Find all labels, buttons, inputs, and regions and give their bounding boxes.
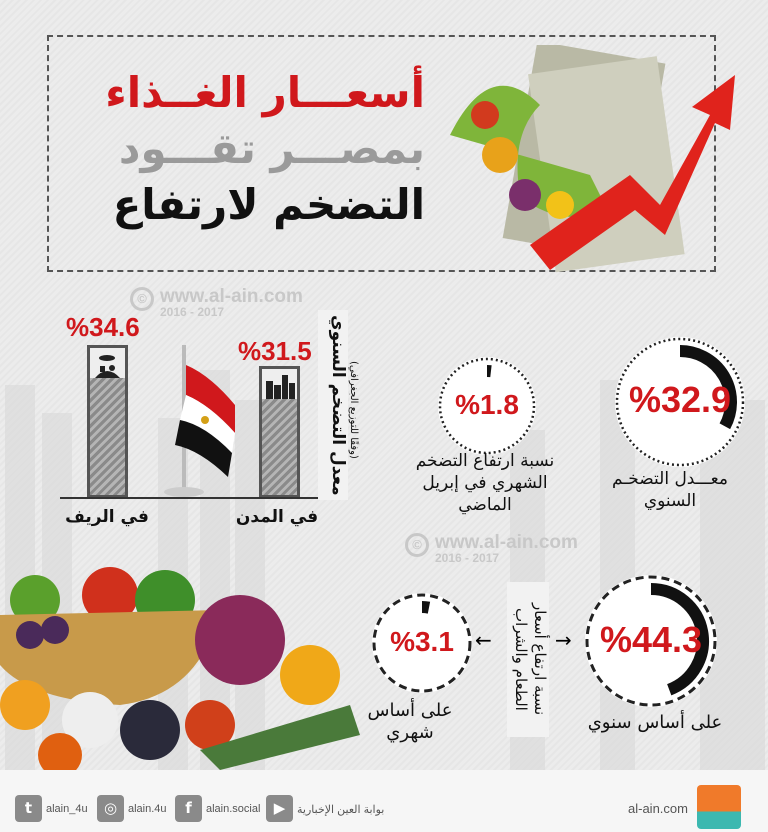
food-annual-gauge: %44.3 [585,575,717,707]
arrow-right-icon: → [555,628,572,652]
twitter-handle[interactable]: alain_4u [46,803,88,815]
footer: t alain_4u ◎ alain.4u f alain.social ▶ بوابة… [0,770,768,832]
gauge-fill-arc [650,583,709,696]
arrow-left-icon: ← [475,628,492,652]
watermark: © www.al-ain.com 2016 - 2017 [130,287,303,318]
gauge-ring [372,593,472,693]
rising-arrow-money-icon [450,45,735,273]
vegetable-basket-image [0,567,360,770]
youtube-icon[interactable]: ▶ [266,795,293,822]
watermark: © www.al-ain.com 2016 - 2017 [405,533,578,564]
food-monthly-label: على أساس شهري [367,700,453,743]
monthly-inflation-value: %1.8 [455,389,519,420]
title-box [47,35,716,272]
baseline [60,497,320,499]
annual-inflation-gauge: %32.9 [615,337,745,467]
title-line-1: أسعـــار الغــذاء [105,68,425,117]
site-link[interactable]: al-ain.com [628,801,688,816]
geo-heading: معدل التضخم السنوي [318,310,348,500]
title-line-3: التضخم لارتفاع [112,180,425,229]
egypt-flag-icon [164,345,235,497]
gauge-ring [615,337,745,467]
al-ain-logo [697,785,741,829]
food-annual-value: %44.3 [599,619,703,660]
title-line-2: بمصـــر تقـــود [118,124,425,173]
village-icon [90,348,125,378]
rural-bar [87,345,128,498]
urban-label: في المدن [235,507,319,527]
city-buildings-icon [262,369,297,399]
monthly-inflation-label: نسبة ارتفاع التضخم الشهري في إبريل الماض… [415,451,555,515]
food-monthly-gauge: %3.1 [372,593,472,693]
twitter-icon[interactable]: t [15,795,42,822]
rural-value: %34.6 [66,312,140,342]
youtube-handle[interactable]: بوابة العين الإخبارية [297,804,385,816]
geo-subheading: (وفقًا للتوزيع الجغرافي) [348,361,359,459]
gauge-fill-arc [679,345,737,430]
food-annual-label: على أساس سنوي [587,712,723,733]
urban-value: %31.5 [238,336,312,366]
gauge-ring [585,575,717,707]
monthly-inflation-gauge: %1.8 [438,357,536,455]
instagram-handle[interactable]: alain.4u [128,803,167,815]
annual-inflation-value: %32.9 [628,379,732,420]
rural-label: في الريف [65,507,149,527]
food-heading: نسبة ارتفاع أسعار الطعام والشراب [507,582,549,737]
annual-inflation-label: معـــدل التضخـم السنوي [612,469,728,511]
facebook-handle[interactable]: alain.social [206,803,261,815]
gauge-ring [438,357,536,455]
facebook-icon[interactable]: f [175,795,202,822]
food-monthly-value: %3.1 [390,626,454,657]
urban-bar [259,366,300,498]
instagram-icon[interactable]: ◎ [97,795,124,822]
gauge-fill-arc [421,601,431,614]
